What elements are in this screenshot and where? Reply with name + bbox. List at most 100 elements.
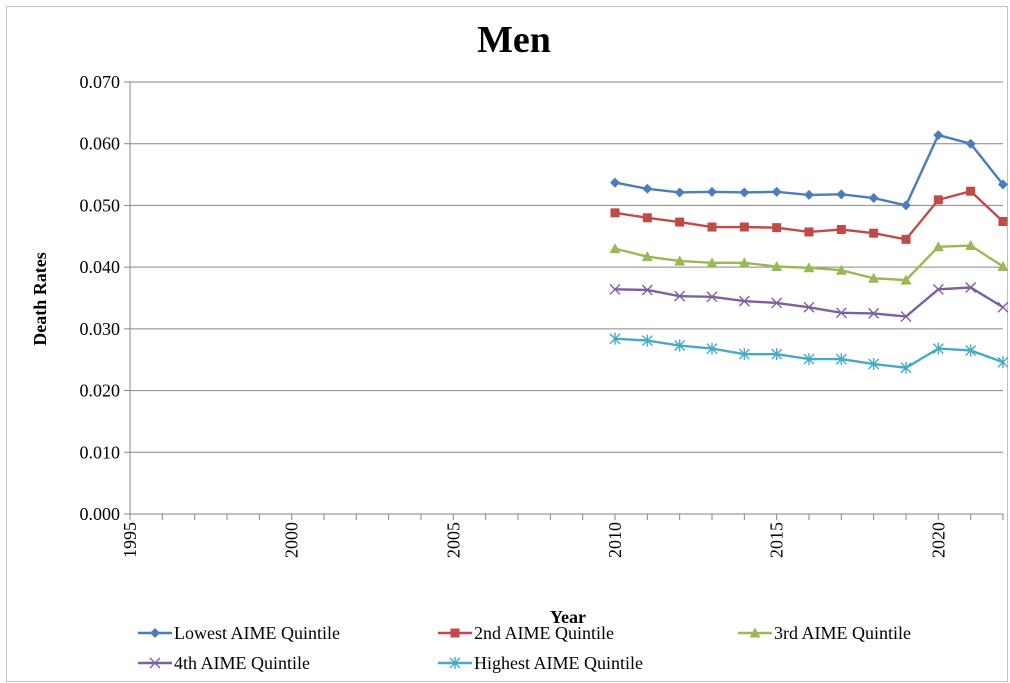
data-point [150, 628, 160, 638]
data-point [149, 657, 161, 669]
y-axis-label: Death Rates [30, 252, 50, 345]
x-tick-label: 1995 [120, 522, 140, 558]
legend-item: 4th AIME Quintile [138, 653, 310, 673]
legend-item: 3rd AIME Quintile [738, 623, 911, 643]
x-tick-label: 2005 [443, 522, 463, 558]
y-tick-label: 0.020 [80, 381, 121, 401]
data-point [933, 130, 944, 141]
data-point [771, 348, 783, 361]
data-point [674, 290, 686, 302]
data-point [739, 222, 749, 232]
legend-item: 2nd AIME Quintile [438, 623, 614, 643]
legend: Lowest AIME Quintile 2nd AIME Quintile 3rd… [138, 623, 911, 673]
y-tick-label: 0.040 [80, 257, 121, 277]
legend-label: 3rd AIME Quintile [774, 623, 911, 643]
data-point [772, 223, 782, 233]
data-point [901, 200, 911, 211]
data-point [609, 283, 621, 295]
data-point [998, 179, 1008, 190]
data-point [998, 216, 1008, 226]
data-point [835, 353, 847, 366]
gridlines [130, 81, 1003, 453]
x-tick-label: 2000 [282, 522, 302, 558]
y-tick-label: 0.010 [80, 442, 121, 462]
data-point [804, 227, 814, 237]
data-point [966, 186, 976, 196]
y-tick-label: 0.070 [80, 72, 121, 92]
data-point [901, 234, 911, 244]
x-tick-label: 2015 [767, 522, 787, 558]
axes [124, 81, 1004, 520]
legend-label: 4th AIME Quintile [174, 653, 310, 673]
x-tick-label: 2020 [928, 522, 948, 558]
data-point [610, 177, 620, 188]
data-point [803, 301, 815, 313]
data-point [449, 657, 461, 669]
data-point [707, 222, 717, 232]
data-point [804, 189, 814, 200]
data-point [738, 257, 750, 268]
data-point [771, 186, 782, 197]
data-point [641, 334, 653, 347]
data-point [707, 186, 717, 197]
data-point [965, 138, 976, 149]
y-tick-label: 0.030 [80, 319, 121, 339]
data-point [836, 224, 846, 234]
data-point [997, 356, 1009, 369]
data-point [706, 291, 718, 303]
series-group [609, 130, 1009, 374]
data-point [965, 240, 977, 251]
series [610, 130, 1008, 211]
y-tick-label: 0.050 [80, 195, 121, 215]
data-point [609, 243, 621, 254]
y-tick-label: 0.000 [80, 504, 121, 524]
y-tick-labels: 0.000 0.010 0.020 0.030 0.040 0.050 0.060 0.070 [80, 72, 121, 524]
series-line [614, 286, 1004, 318]
chart-title: Men [477, 19, 551, 61]
data-point [706, 342, 718, 355]
y-tick-label: 0.060 [80, 134, 121, 154]
chart-frame [6, 6, 1008, 682]
data-point [900, 274, 912, 285]
data-point [738, 348, 750, 361]
data-point [900, 361, 912, 374]
x-axis-label: Year [550, 607, 586, 627]
series [609, 282, 1009, 323]
data-point [835, 264, 847, 275]
data-point [932, 241, 944, 252]
data-point [610, 208, 620, 218]
data-point [641, 251, 653, 262]
data-point [932, 283, 944, 295]
data-point [868, 193, 879, 204]
data-point [675, 217, 685, 227]
data-point [749, 627, 761, 638]
data-point [803, 262, 815, 273]
x-tick-labels: 1995 2000 2005 2010 2015 2020 [120, 522, 948, 558]
data-point [642, 183, 653, 194]
data-point [674, 255, 686, 266]
data-point [997, 261, 1009, 272]
data-point [869, 228, 879, 238]
data-point [674, 187, 685, 198]
legend-label: 2nd AIME Quintile [474, 623, 614, 643]
legend-item: Lowest AIME Quintile [138, 623, 340, 643]
data-point [642, 213, 652, 223]
data-point [450, 628, 460, 638]
legend-label: Highest AIME Quintile [474, 653, 643, 673]
data-point [771, 297, 783, 309]
data-point [900, 311, 912, 323]
legend-item: Highest AIME Quintile [438, 653, 643, 673]
data-point [868, 358, 880, 371]
data-point [933, 195, 943, 205]
data-point [738, 295, 750, 307]
data-point [641, 284, 653, 296]
data-point [609, 332, 621, 345]
data-point [997, 301, 1009, 313]
data-point [835, 307, 847, 319]
data-point [868, 307, 880, 319]
legend-label: Lowest AIME Quintile [174, 623, 340, 643]
data-point [965, 282, 977, 294]
x-tick-label: 2010 [605, 522, 625, 558]
data-point [706, 257, 718, 268]
